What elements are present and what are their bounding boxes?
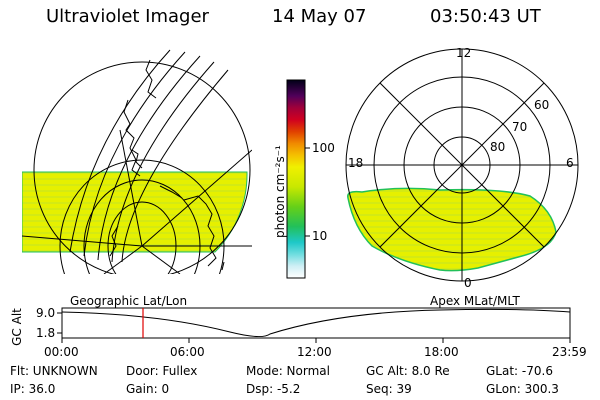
info-door: Door: Fullex	[126, 364, 198, 378]
lat-label-70: 70	[512, 120, 528, 134]
info-dsp: Dsp: -5.2	[246, 382, 301, 396]
timeline-tick-1200: 12:00	[297, 345, 332, 359]
timeline-tick-1800: 18:00	[424, 345, 459, 359]
timeline-tick-0000: 00:00	[44, 345, 79, 359]
mlt-label-0: 0	[464, 276, 472, 290]
timeline-axis-label: GC Alt	[9, 308, 24, 346]
lat-label-60: 60	[534, 98, 550, 112]
info-mode: Mode: Normal	[246, 364, 330, 378]
colorbar-tick-10: 10	[312, 229, 328, 243]
colorbar-tick-100: 100	[312, 141, 335, 155]
timeline-tick-2359: 23:59	[552, 345, 587, 359]
date-label: 14 May 07	[272, 6, 367, 27]
lat-label-80: 80	[490, 140, 506, 154]
color-scale-bar	[286, 79, 306, 279]
timeline-tick-0600: 06:00	[170, 345, 205, 359]
timeline-plot	[57, 307, 571, 343]
timeline-ymin: 1.8	[36, 326, 56, 340]
info-flight: Flt: UNKNOWN	[10, 364, 98, 378]
aurora-oval	[347, 187, 557, 272]
mlt-label-18: 18	[348, 156, 364, 170]
polar-plot	[345, 48, 579, 282]
info-gc-alt: GC Alt: 8.0 Re	[366, 364, 450, 378]
geographic-coord-label: Geographic Lat/Lon	[70, 294, 188, 308]
mlt-label-6: 6	[566, 156, 574, 170]
info-gain: Gain: 0	[126, 382, 170, 396]
info-ip: IP: 36.0	[10, 382, 56, 396]
info-glon: GLon: 300.3	[486, 382, 559, 396]
timeline-ymax: 9.0	[36, 306, 56, 320]
apex-coord-label: Apex MLat/MLT	[430, 294, 520, 308]
info-seq: Seq: 39	[366, 382, 412, 396]
time-label: 03:50:43 UT	[430, 6, 541, 27]
mlt-label-12: 12	[456, 46, 472, 60]
colorbar-unit-label: photon cm⁻²s⁻¹	[273, 145, 287, 238]
info-glat: GLat: -70.6	[486, 364, 553, 378]
instrument-title: Ultraviolet Imager	[46, 6, 209, 27]
geographic-map	[22, 49, 252, 274]
